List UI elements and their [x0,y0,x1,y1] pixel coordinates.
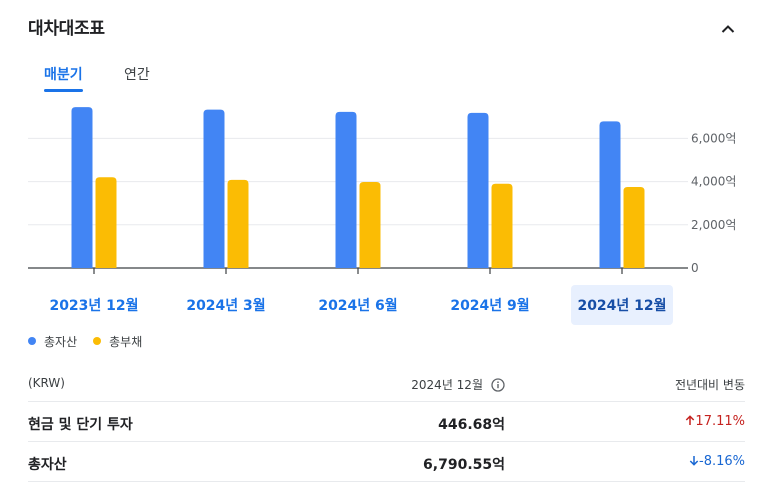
tab-active-indicator [44,89,83,92]
legend-label-total-assets: 총자산 [44,334,78,349]
legend-dot-total-assets [28,337,36,345]
table-row-total-assets: 총자산 6,790.55억 -8.16% [28,442,745,482]
legend-dot-total-liabilities [93,337,102,345]
row-value-total-assets: 6,790.55억 [423,457,505,473]
row-change-total-assets-value: -8.16% [699,454,745,469]
x-category-label[interactable]: 2024년 9월 [450,297,529,314]
row-label-total-assets: 총자산 [28,457,67,473]
bar-total-liabilities [491,183,513,268]
balance-sheet-table: (KRW) 2024년 12월 전년대비 변동 현금 및 단기 투자 446.6… [28,368,745,482]
chart-svg: 0 2,000억 4,000억 6,000억 2023년 12월 2024년 3월 2024… [28,107,736,325]
row-change-cash-value: 17.11% [695,414,745,429]
x-category-label[interactable]: 2024년 3월 [186,297,265,314]
table-period-label: 2024년 12월 [411,378,483,392]
y-tick-label: 2,000억 [691,218,736,232]
table-period-header: 2024년 12월 [411,376,505,393]
collapse-button[interactable] [715,16,741,42]
bar-total-assets [599,121,621,268]
table-header: (KRW) 2024년 12월 전년대비 변동 [28,368,745,402]
bar-total-liabilities [227,179,249,268]
tab-quarterly-label: 매분기 [44,67,83,83]
info-icon[interactable] [491,377,505,392]
card-title: 대차대조표 [28,19,105,39]
bar-total-assets [71,107,93,268]
tab-quarterly[interactable]: 매분기 [44,66,83,92]
row-change-cash: 17.11% [685,414,745,429]
bar-total-liabilities [623,187,645,268]
arrow-up-icon [686,415,695,425]
legend-label-total-liabilities: 총부채 [109,334,143,349]
legend-item-total-liabilities: 총부채 [93,333,142,350]
x-category-label[interactable]: 2023년 12월 [49,297,138,314]
balance-sheet-chart: 0 2,000억 4,000억 6,000억 2023년 12월 2024년 3월 2024… [0,96,761,336]
bar-total-assets [335,111,357,268]
y-tick-label: 0 [691,261,699,275]
legend-item-total-assets: 총자산 [28,333,77,350]
bar-total-assets [467,112,489,268]
chart-legend: 총자산 총부채 [28,332,158,350]
table-row-cash: 현금 및 단기 투자 446.68억 17.11% [28,402,745,442]
table-unit: (KRW) [28,376,65,390]
chevron-up-icon [721,25,735,33]
y-tick-label: 4,000억 [691,175,736,189]
bar-total-liabilities [359,182,381,268]
selected-category-highlight [571,285,673,325]
x-category-label[interactable]: 2024년 6월 [318,297,397,314]
bar-total-liabilities [95,177,117,268]
tab-annual[interactable]: 연간 [124,66,150,84]
tab-annual-label: 연간 [124,67,150,83]
table-change-header: 전년대비 변동 [674,378,745,392]
row-value-cash: 446.68억 [438,417,505,433]
y-tick-label: 6,000억 [691,131,736,145]
bar-total-assets [203,109,225,268]
row-label-cash: 현금 및 단기 투자 [28,417,133,433]
x-category-label[interactable]: 2024년 12월 [577,297,666,314]
arrow-down-icon [689,456,699,466]
card-header: 대차대조표 [28,16,741,42]
row-change-total-assets: -8.16% [689,454,745,469]
